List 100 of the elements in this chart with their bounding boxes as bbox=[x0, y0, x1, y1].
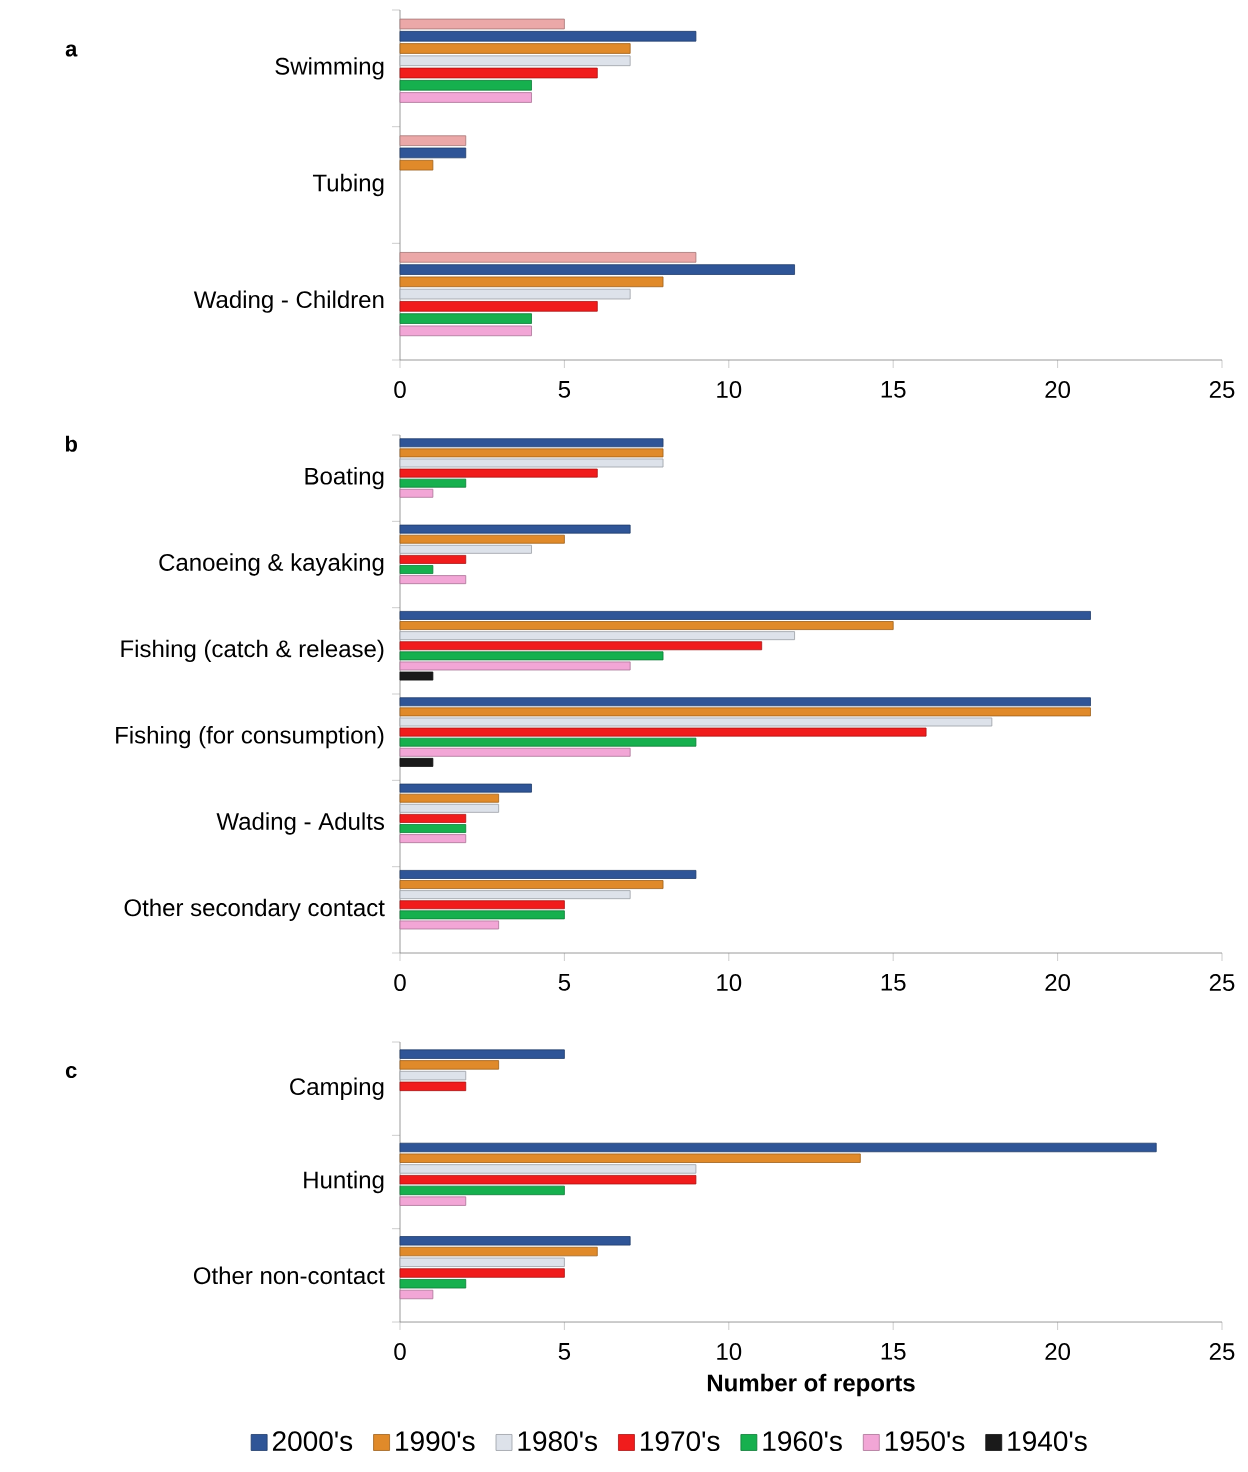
y-tick-label: Swimming bbox=[275, 57, 384, 80]
bar bbox=[399, 554, 467, 564]
y-tick-label: Hunting bbox=[304, 1170, 384, 1194]
bar bbox=[399, 458, 664, 468]
x-tick-label: 25 bbox=[1209, 381, 1235, 399]
bar bbox=[399, 1081, 467, 1092]
y-tick-label: Fishing (catch & release) bbox=[121, 639, 384, 663]
x-tick-label: 0 bbox=[394, 1343, 406, 1361]
x-tick-label: 5 bbox=[558, 974, 571, 991]
x-tick-label: 15 bbox=[881, 381, 906, 398]
bar bbox=[399, 1196, 467, 1206]
bar bbox=[399, 641, 763, 651]
bar bbox=[399, 276, 664, 288]
bar bbox=[399, 1153, 861, 1163]
bar bbox=[399, 1164, 697, 1174]
bar bbox=[399, 1185, 565, 1196]
bar bbox=[399, 747, 631, 757]
bar bbox=[399, 1049, 565, 1059]
y-tick-label: Other non-contact bbox=[193, 1266, 385, 1285]
bar bbox=[399, 313, 532, 324]
bar bbox=[399, 55, 631, 67]
bar bbox=[399, 783, 532, 793]
bar bbox=[399, 325, 532, 337]
bar bbox=[399, 1060, 500, 1070]
legend-label: 1990's bbox=[396, 1431, 475, 1452]
bar bbox=[399, 438, 664, 448]
x-tick-label: 25 bbox=[1209, 974, 1235, 992]
legend-label: 2000's bbox=[272, 1431, 353, 1452]
bar bbox=[399, 1174, 697, 1185]
x-tick-label: 0 bbox=[394, 381, 406, 399]
bar bbox=[399, 252, 697, 263]
text: a bbox=[65, 44, 78, 57]
bar bbox=[399, 478, 467, 488]
bar bbox=[399, 631, 795, 641]
bar bbox=[399, 621, 894, 630]
x-tick-label: 10 bbox=[717, 974, 742, 992]
legend-label: 1970's bbox=[640, 1431, 720, 1452]
bar bbox=[399, 565, 434, 574]
x-tick-label: 20 bbox=[1045, 974, 1071, 992]
bar bbox=[399, 697, 1091, 707]
bar bbox=[399, 1268, 565, 1278]
x-axis-title: Number of reports bbox=[707, 1373, 915, 1397]
bar bbox=[399, 834, 467, 844]
x-tick-label: 10 bbox=[717, 1343, 742, 1361]
bar bbox=[399, 264, 795, 275]
bar bbox=[399, 717, 993, 727]
bar bbox=[399, 727, 927, 737]
bar bbox=[399, 803, 500, 813]
bar bbox=[399, 147, 467, 159]
bar bbox=[399, 661, 631, 671]
bar bbox=[399, 1142, 1157, 1153]
bar bbox=[399, 30, 697, 42]
bar bbox=[399, 448, 664, 458]
x-tick-label: 20 bbox=[1045, 381, 1071, 399]
bar bbox=[399, 651, 664, 661]
bar bbox=[399, 1289, 434, 1300]
bar bbox=[399, 468, 598, 478]
x-tick-label: 5 bbox=[558, 381, 571, 398]
bar bbox=[399, 301, 598, 312]
bar bbox=[399, 1246, 598, 1257]
x-tick-label: 5 bbox=[558, 1343, 571, 1360]
legend-label: 1960's bbox=[763, 1431, 842, 1452]
text: c bbox=[65, 1066, 77, 1079]
legend-label: 1950's bbox=[885, 1431, 965, 1452]
bar bbox=[399, 707, 1091, 717]
bar bbox=[399, 159, 434, 171]
bar bbox=[399, 135, 467, 146]
bar bbox=[399, 1070, 467, 1081]
bar bbox=[399, 544, 532, 554]
bar bbox=[399, 43, 631, 54]
bar bbox=[399, 67, 598, 79]
bar bbox=[399, 92, 532, 103]
bar bbox=[399, 575, 467, 585]
bar bbox=[399, 534, 565, 544]
bar bbox=[399, 793, 500, 803]
y-tick-label: Tubing bbox=[312, 173, 384, 197]
bar bbox=[399, 920, 500, 930]
bar bbox=[399, 1257, 565, 1267]
bar bbox=[399, 910, 565, 920]
bar bbox=[399, 18, 565, 30]
bar bbox=[399, 1279, 467, 1289]
y-tick-label: Wading - Adults bbox=[216, 812, 385, 835]
bar bbox=[399, 824, 467, 833]
legend-label: 1940's bbox=[1008, 1431, 1087, 1452]
bar bbox=[399, 611, 1091, 620]
bar bbox=[399, 890, 631, 900]
x-tick-label: 10 bbox=[717, 381, 742, 399]
bar bbox=[399, 870, 697, 879]
bar bbox=[399, 488, 434, 498]
bar bbox=[399, 737, 697, 747]
bar bbox=[399, 813, 467, 823]
x-tick-label: 20 bbox=[1045, 1343, 1071, 1361]
y-tick-label: Other secondary contact bbox=[124, 898, 385, 922]
legend-label: 1980's bbox=[518, 1431, 598, 1452]
y-tick-label: Camping bbox=[290, 1077, 384, 1100]
text: b bbox=[65, 435, 77, 452]
y-tick-label: Wading - Children bbox=[193, 290, 384, 313]
x-tick-label: 15 bbox=[881, 974, 906, 991]
x-tick-label: 15 bbox=[881, 1343, 906, 1360]
x-tick-label: 0 bbox=[394, 974, 406, 992]
